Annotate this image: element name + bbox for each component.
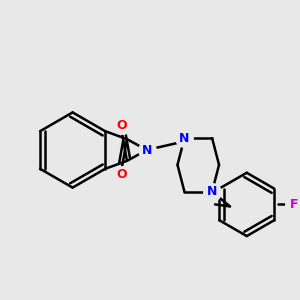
Text: O: O — [117, 119, 127, 132]
Text: N: N — [207, 185, 217, 198]
Text: N: N — [142, 143, 152, 157]
Text: F: F — [290, 198, 298, 211]
Text: O: O — [117, 168, 127, 181]
Text: N: N — [179, 132, 190, 145]
